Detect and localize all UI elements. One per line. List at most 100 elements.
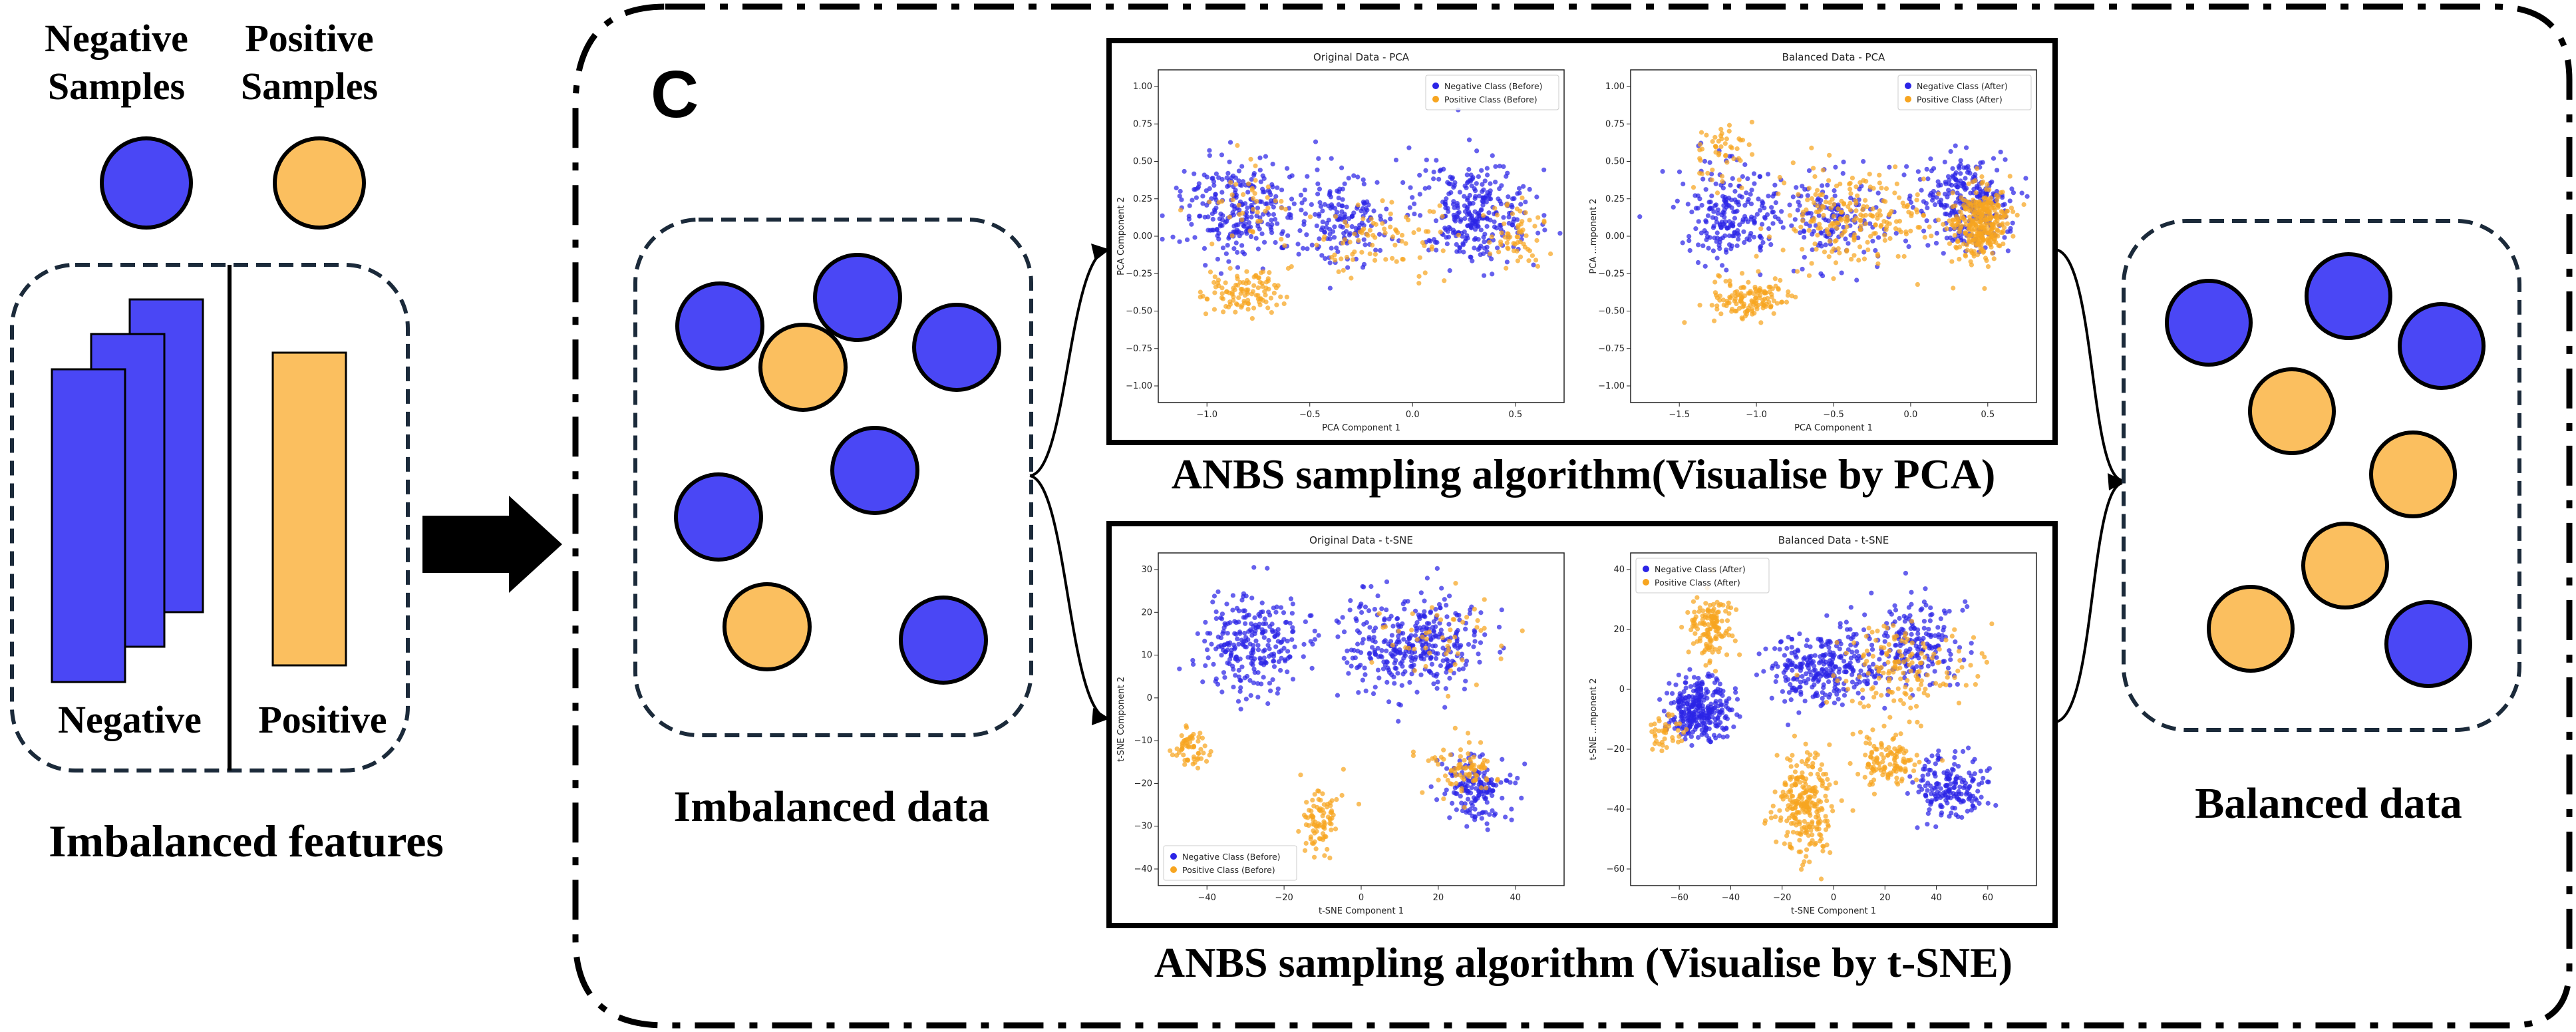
negative-point	[1973, 172, 1978, 177]
negative-point	[1230, 593, 1235, 598]
negative-point	[1737, 222, 1742, 228]
negative-point	[1239, 164, 1245, 169]
positive-point	[1202, 743, 1208, 749]
negative-point	[1238, 685, 1243, 691]
positive-point	[1713, 628, 1718, 633]
negative-point	[1879, 650, 1885, 655]
negative-point	[1748, 192, 1753, 197]
positive-point	[1974, 207, 1980, 213]
negative-point	[1934, 781, 1939, 786]
positive-point	[1827, 742, 1832, 747]
negative-point	[1236, 674, 1242, 679]
negative-point	[1178, 188, 1183, 194]
positive-point	[1844, 224, 1850, 230]
positive-point	[1994, 198, 2000, 203]
positive-point	[1875, 261, 1881, 266]
positive-point	[1406, 645, 1412, 651]
negative-point	[1245, 190, 1251, 195]
y-tick-label: −1.00	[1126, 381, 1152, 391]
negative-point	[1432, 643, 1438, 649]
negative-point	[1758, 234, 1763, 239]
negative-point	[1374, 180, 1380, 185]
negative-point	[1947, 609, 1952, 614]
negative-circle	[674, 472, 763, 562]
positive-point	[1994, 227, 2000, 232]
positive-point	[1889, 209, 1894, 214]
negative-point	[1892, 603, 1897, 608]
negative-point	[1223, 220, 1228, 225]
negative-point	[1373, 248, 1378, 253]
positive-point	[1951, 285, 1956, 291]
negative-point	[1522, 761, 1528, 767]
negative-point	[1728, 197, 1734, 203]
negative-point	[1857, 679, 1863, 685]
negative-point	[1948, 651, 1953, 657]
negative-point	[1332, 224, 1337, 230]
negative-point	[1906, 244, 1911, 250]
arrow-from-pca	[2055, 248, 2123, 482]
negative-point	[1338, 224, 1343, 229]
positive-point	[1462, 804, 1467, 810]
negative-point	[1283, 658, 1288, 664]
negative-point	[2008, 226, 2013, 231]
negative-point	[1227, 661, 1232, 667]
negative-point	[1723, 714, 1728, 719]
y-tick-label: 0.50	[1133, 157, 1152, 167]
positive-point	[1714, 618, 1720, 623]
negative-point	[1855, 235, 1861, 241]
negative-point	[1463, 626, 1468, 632]
positive-point	[1462, 766, 1468, 771]
negative-point	[1248, 234, 1254, 240]
negative-point	[1941, 251, 1946, 256]
positive-point	[1485, 759, 1490, 764]
negative-point	[1683, 675, 1689, 680]
negative-point	[1227, 159, 1232, 164]
negative-point	[1797, 685, 1802, 690]
negative-point	[1390, 623, 1396, 629]
positive-point	[1863, 212, 1869, 218]
negative-point	[1967, 783, 1973, 789]
negative-point	[1786, 690, 1792, 695]
negative-point	[1358, 662, 1363, 668]
negative-point	[1237, 182, 1243, 188]
negative-point	[1344, 204, 1349, 210]
negative-point	[1224, 602, 1229, 607]
positive-point	[1700, 632, 1706, 637]
negative-point	[1361, 261, 1367, 267]
negative-point	[1953, 812, 1959, 818]
negative-point	[1390, 654, 1396, 659]
positive-point	[1700, 650, 1705, 656]
negative-point	[1853, 631, 1859, 637]
positive-point	[1964, 242, 1970, 248]
positive-point	[1858, 227, 1863, 232]
positive-point	[1182, 762, 1188, 767]
negative-point	[1272, 216, 1278, 222]
negative-point	[1444, 241, 1450, 247]
positive-point	[1718, 144, 1724, 150]
positive-point	[1988, 235, 1993, 241]
negative-point	[1746, 238, 1752, 243]
positive-point	[1968, 259, 1973, 264]
negative-point	[1498, 780, 1504, 785]
positive-point	[1726, 600, 1731, 605]
positive-point	[1406, 217, 1411, 223]
negative-point	[1854, 277, 1859, 283]
negative-point	[1474, 148, 1480, 154]
negative-point	[1724, 734, 1730, 739]
negative-point	[1693, 226, 1698, 232]
negative-point	[1236, 168, 1242, 174]
negative-point	[1295, 242, 1301, 247]
negative-point	[1790, 667, 1795, 673]
positive-point	[1709, 645, 1715, 650]
negative-point	[1393, 157, 1399, 163]
negative-point	[1789, 645, 1794, 650]
x-tick-label: 0.0	[1904, 410, 1918, 420]
negative-point	[1243, 594, 1249, 599]
positive-point	[1482, 597, 1487, 602]
positive-point	[1720, 297, 1726, 303]
positive-point	[1921, 176, 1926, 182]
negative-point	[1957, 784, 1963, 790]
negative-point	[2000, 195, 2005, 200]
positive-point	[1839, 798, 1844, 803]
negative-point	[1384, 206, 1389, 212]
